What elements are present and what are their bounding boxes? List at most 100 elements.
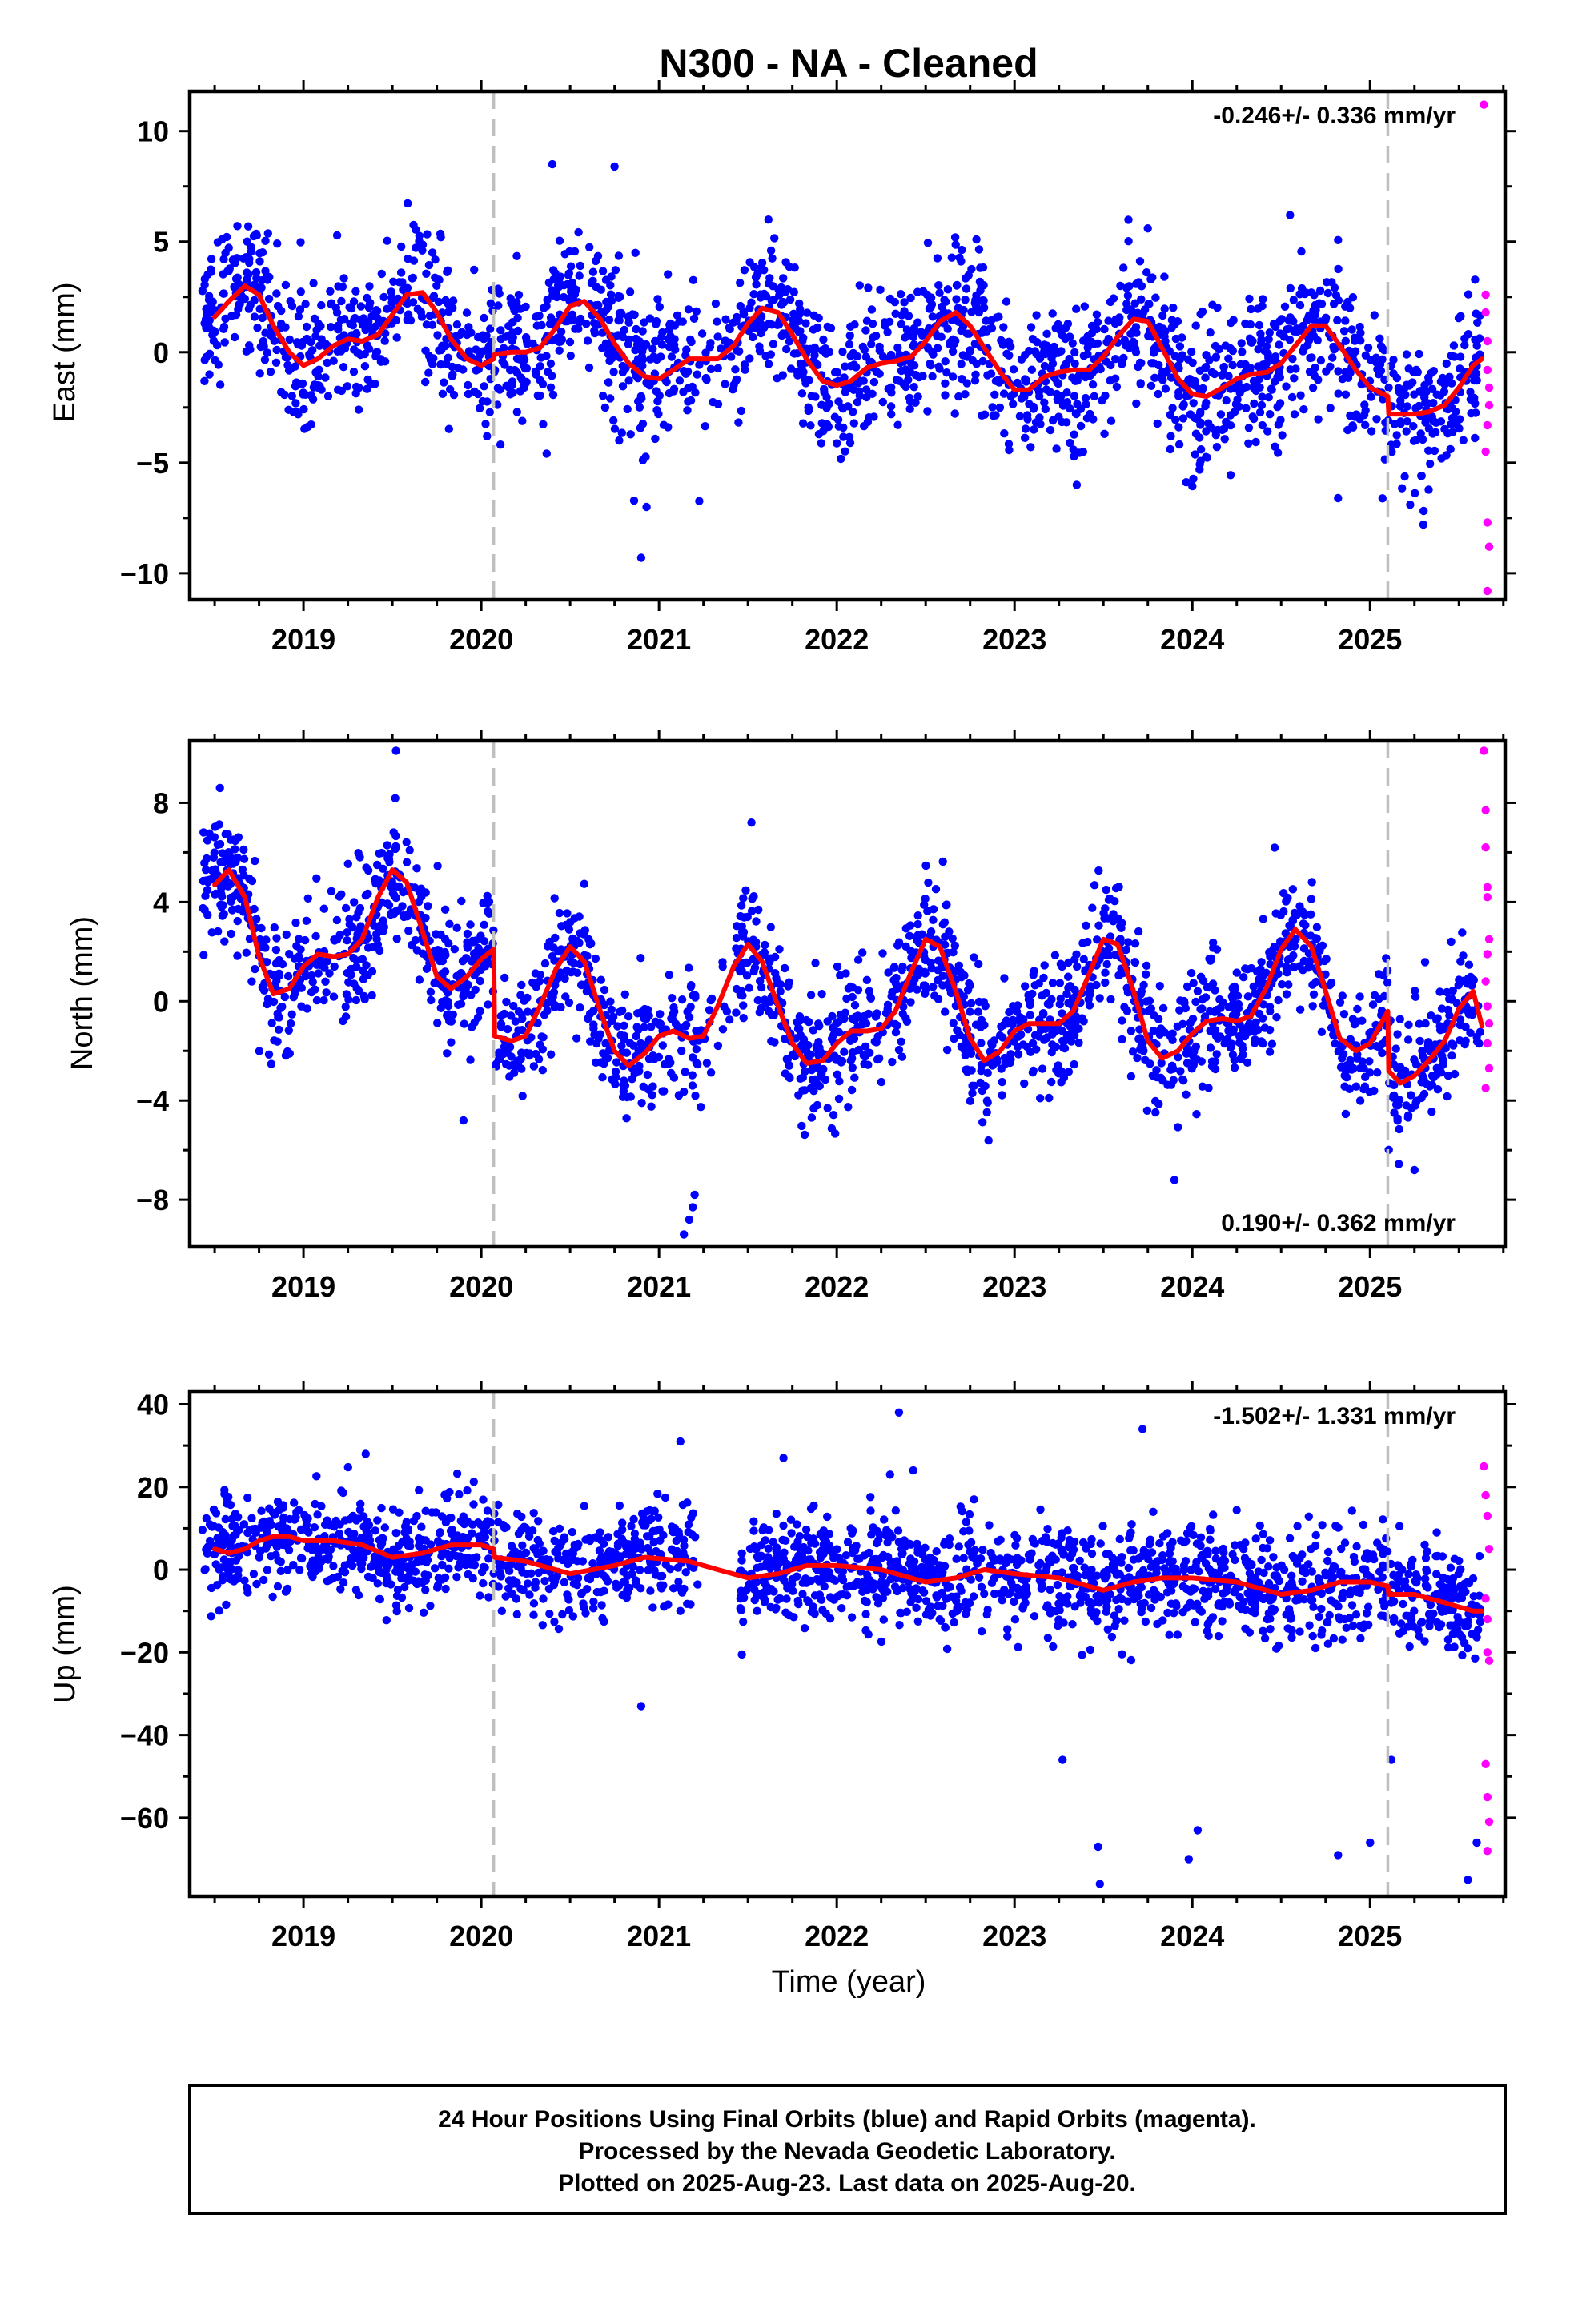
final-orbit-point: [1282, 382, 1291, 391]
final-orbit-point: [1014, 1001, 1022, 1010]
final-orbit-point: [371, 1526, 379, 1535]
final-orbit-point: [823, 1512, 832, 1522]
final-orbit-point: [1196, 972, 1206, 982]
final-orbit-point: [928, 372, 937, 381]
final-orbit-point: [1307, 878, 1316, 887]
final-orbit-point: [859, 376, 868, 385]
final-orbit-point: [897, 1037, 905, 1047]
final-orbit-point: [992, 1055, 1002, 1064]
final-orbit-point: [1471, 408, 1480, 417]
final-orbit-point: [303, 423, 312, 432]
final-orbit-point: [229, 835, 239, 844]
final-orbit-point: [781, 963, 789, 973]
final-orbit-point: [299, 404, 308, 414]
final-orbit-point: [1012, 1007, 1022, 1016]
final-orbit-point: [1316, 356, 1326, 365]
final-orbit-point: [1471, 275, 1480, 284]
final-orbit-point: [846, 1056, 855, 1065]
final-orbit-point: [1041, 404, 1050, 414]
final-orbit-point: [238, 905, 247, 915]
final-orbit-point: [1211, 986, 1219, 995]
final-orbit-point: [556, 1003, 565, 1012]
final-orbit-point: [1124, 237, 1133, 246]
final-orbit-point: [584, 935, 593, 944]
final-orbit-point: [1471, 399, 1480, 408]
final-orbit-point: [1343, 297, 1352, 307]
final-orbit-point: [981, 1002, 990, 1011]
final-orbit-point: [838, 404, 848, 413]
final-orbit-point: [766, 350, 775, 359]
final-orbit-point: [372, 930, 381, 939]
final-orbit-point: [753, 995, 762, 1005]
final-orbit-point: [1212, 945, 1222, 954]
final-orbit-point: [1074, 1038, 1083, 1047]
final-orbit-point: [1455, 415, 1464, 424]
final-orbit-point: [1166, 432, 1175, 440]
final-orbit-point: [820, 388, 829, 396]
final-orbit-point: [861, 352, 871, 361]
final-orbit-point: [221, 248, 230, 258]
final-orbit-point: [805, 1018, 813, 1027]
final-orbit-point: [620, 990, 629, 999]
final-orbit-point: [702, 1059, 712, 1068]
final-orbit-point: [972, 360, 982, 368]
final-orbit-point: [1367, 392, 1375, 401]
x-tick-label: 2021: [627, 1270, 691, 1303]
final-orbit-point: [1100, 324, 1109, 334]
final-orbit-point: [606, 394, 615, 403]
final-orbit-point: [539, 1033, 548, 1042]
final-orbit-point: [1407, 1091, 1415, 1100]
final-orbit-point: [1090, 881, 1099, 890]
final-orbit-point: [1081, 372, 1090, 382]
final-orbit-point: [689, 314, 699, 323]
final-orbit-point: [317, 300, 326, 310]
final-orbit-point: [1265, 1536, 1275, 1545]
final-orbit-point: [591, 954, 600, 963]
final-orbit-point: [1154, 389, 1162, 399]
final-orbit-point: [1208, 300, 1217, 309]
final-orbit-point: [640, 1023, 648, 1031]
final-orbit-point: [1466, 388, 1475, 396]
final-orbit-point: [617, 428, 626, 437]
final-orbit-point: [1292, 324, 1301, 333]
final-orbit-point: [281, 323, 290, 332]
final-orbit-point: [1142, 268, 1151, 277]
final-orbit-point: [1016, 1030, 1026, 1039]
y-tick-label: 8: [153, 786, 169, 819]
final-orbit-point: [1070, 430, 1078, 439]
final-orbit-point: [364, 933, 373, 942]
final-orbit-point: [829, 1051, 839, 1060]
final-orbit-point: [1425, 1044, 1434, 1053]
final-orbit-point: [760, 266, 769, 275]
final-orbit-point: [448, 370, 457, 379]
final-orbit-point: [1030, 1031, 1040, 1039]
final-orbit-point: [1356, 1063, 1365, 1073]
plot-frame: [187, 738, 1508, 1249]
final-orbit-point: [424, 368, 433, 377]
final-orbit-point: [1118, 1016, 1126, 1025]
final-orbit-point: [1174, 1123, 1182, 1132]
final-orbit-point: [1398, 484, 1407, 493]
final-orbit-point: [362, 863, 371, 872]
final-orbit-point: [845, 432, 854, 441]
final-orbit-point: [909, 340, 918, 349]
final-orbit-point: [1045, 1093, 1054, 1103]
final-orbit-point: [509, 1001, 518, 1011]
final-orbit-point: [841, 388, 850, 396]
velocity-annotation: 0.190+/- 0.362 mm/yr: [1221, 1210, 1456, 1236]
final-orbit-point: [476, 351, 484, 360]
final-orbit-point: [688, 1071, 697, 1080]
final-orbit-point: [1355, 1096, 1365, 1105]
final-orbit-point: [1270, 843, 1279, 852]
final-orbit-point: [1427, 1011, 1435, 1020]
final-orbit-point: [1310, 291, 1319, 300]
final-orbit-point: [957, 257, 966, 266]
x-tick-label: 2024: [1160, 623, 1224, 656]
final-orbit-point: [1282, 990, 1291, 999]
final-orbit-point: [447, 1038, 456, 1047]
final-orbit-point: [452, 923, 461, 932]
final-orbit-point: [1220, 435, 1229, 444]
final-orbit-point: [369, 323, 379, 332]
final-orbit-point: [815, 1081, 824, 1091]
final-orbit-point: [766, 923, 775, 931]
